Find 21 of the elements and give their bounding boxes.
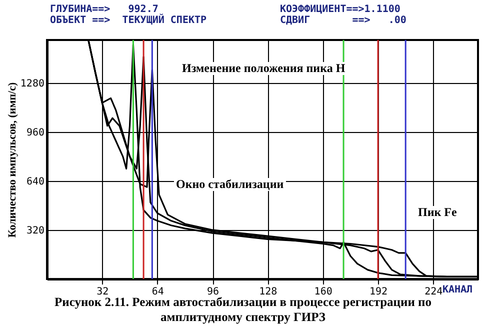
x-tick-label: 64 xyxy=(152,286,164,298)
text: СДВИГ ==> .00 xyxy=(280,15,408,26)
x-tick-label: 128 xyxy=(259,286,278,298)
y-tick-label: 960 xyxy=(26,127,44,138)
x-axis-title: КАНАЛ xyxy=(442,284,473,296)
annotation: Окно стабилизации xyxy=(174,177,286,191)
text: ГЛУБИНА==> 992.7 xyxy=(50,4,158,15)
x-tick-label: 192 xyxy=(369,286,388,298)
x-tick-label: 160 xyxy=(314,286,332,298)
x-tick-label: 224 xyxy=(424,286,443,298)
x-tick-label: 32 xyxy=(96,286,109,298)
text: ОБЪЕКТ ==> ТЕКУЩИЙ СПЕКТР xyxy=(50,15,208,26)
annotation: Пик Fe xyxy=(416,205,459,219)
x-tick-label: 96 xyxy=(206,286,220,298)
y-tick-label: 320 xyxy=(26,225,44,236)
annotation: Изменение положения пика H xyxy=(180,61,348,75)
y-axis-title: Количество импульсов, (имп/с) xyxy=(6,82,18,238)
y-tick-label: 1280 xyxy=(20,78,44,90)
text: КОЭФФИЦИЕНТ==>1.1100 xyxy=(280,4,402,15)
text: Рисунок 2.11. Режим автостабилизации в процессе регистрации по амплитудному спектру ГИРЗ xyxy=(54,295,432,325)
y-tick-label: 640 xyxy=(26,176,44,188)
